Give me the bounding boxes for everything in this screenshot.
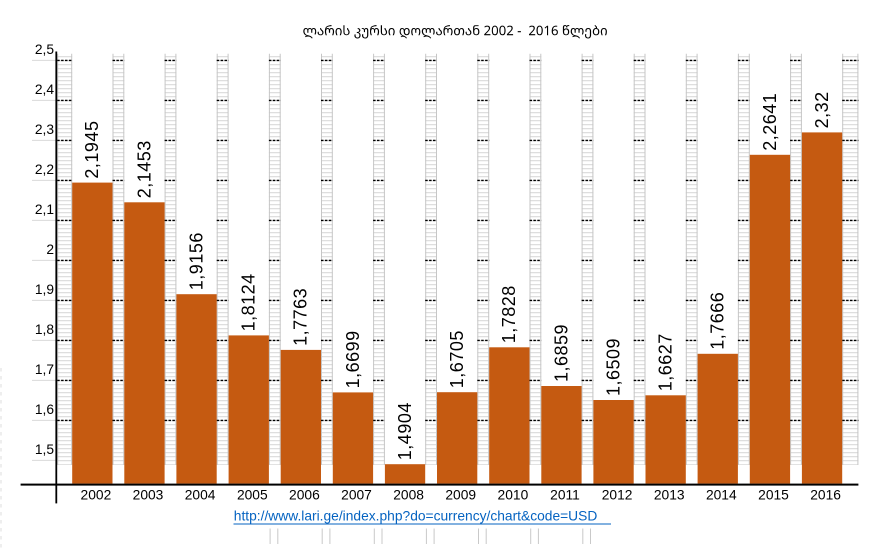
- svg-text:2011: 2011: [550, 488, 580, 503]
- svg-text:1,7666: 1,7666: [708, 292, 728, 350]
- svg-text:2002: 2002: [81, 488, 112, 503]
- svg-text:2015: 2015: [758, 488, 789, 503]
- svg-text:2013: 2013: [654, 488, 685, 503]
- svg-text:1,6509: 1,6509: [603, 338, 623, 396]
- svg-text:2007: 2007: [341, 488, 372, 503]
- svg-text:2014: 2014: [706, 488, 737, 503]
- svg-text:1,7763: 1,7763: [291, 288, 311, 346]
- svg-text:2,3: 2,3: [35, 122, 55, 137]
- svg-text:2,2: 2,2: [35, 162, 54, 177]
- svg-text:1,6705: 1,6705: [447, 330, 467, 388]
- svg-text:1,4904: 1,4904: [395, 402, 415, 460]
- svg-text:1,7: 1,7: [35, 362, 54, 377]
- svg-text:1,6: 1,6: [35, 402, 55, 417]
- svg-text:2,2641: 2,2641: [760, 93, 780, 151]
- svg-text:2016: 2016: [810, 488, 841, 503]
- svg-text:2012: 2012: [602, 488, 633, 503]
- svg-text:2: 2: [46, 242, 54, 257]
- svg-text:2,1: 2,1: [35, 202, 54, 217]
- svg-text:2,4: 2,4: [35, 82, 55, 97]
- svg-text:1,5: 1,5: [35, 442, 55, 457]
- svg-text:2,32: 2,32: [812, 91, 832, 128]
- svg-text:1,9156: 1,9156: [187, 232, 207, 290]
- svg-text:1,6627: 1,6627: [656, 333, 676, 391]
- svg-text:2,5: 2,5: [35, 42, 55, 57]
- svg-text:1,9: 1,9: [35, 282, 55, 297]
- svg-text:2,1945: 2,1945: [82, 121, 102, 179]
- svg-text:1,6699: 1,6699: [343, 330, 363, 388]
- svg-text:1,8124: 1,8124: [239, 273, 259, 331]
- svg-text:http://www.lari.ge/index.php?d: http://www.lari.ge/index.php?do=currency…: [234, 509, 598, 524]
- svg-text:2006: 2006: [289, 488, 320, 503]
- svg-text:2010: 2010: [498, 488, 529, 503]
- svg-text:1,8: 1,8: [35, 322, 55, 337]
- svg-text:1,6859: 1,6859: [551, 324, 571, 382]
- svg-text:1,7828: 1,7828: [499, 285, 519, 343]
- svg-text:2,1453: 2,1453: [134, 140, 154, 198]
- svg-text:2003: 2003: [133, 488, 164, 503]
- svg-text:2005: 2005: [237, 488, 268, 503]
- svg-text:2009: 2009: [445, 488, 476, 503]
- svg-text:2008: 2008: [393, 488, 424, 503]
- svg-text:2004: 2004: [185, 488, 216, 503]
